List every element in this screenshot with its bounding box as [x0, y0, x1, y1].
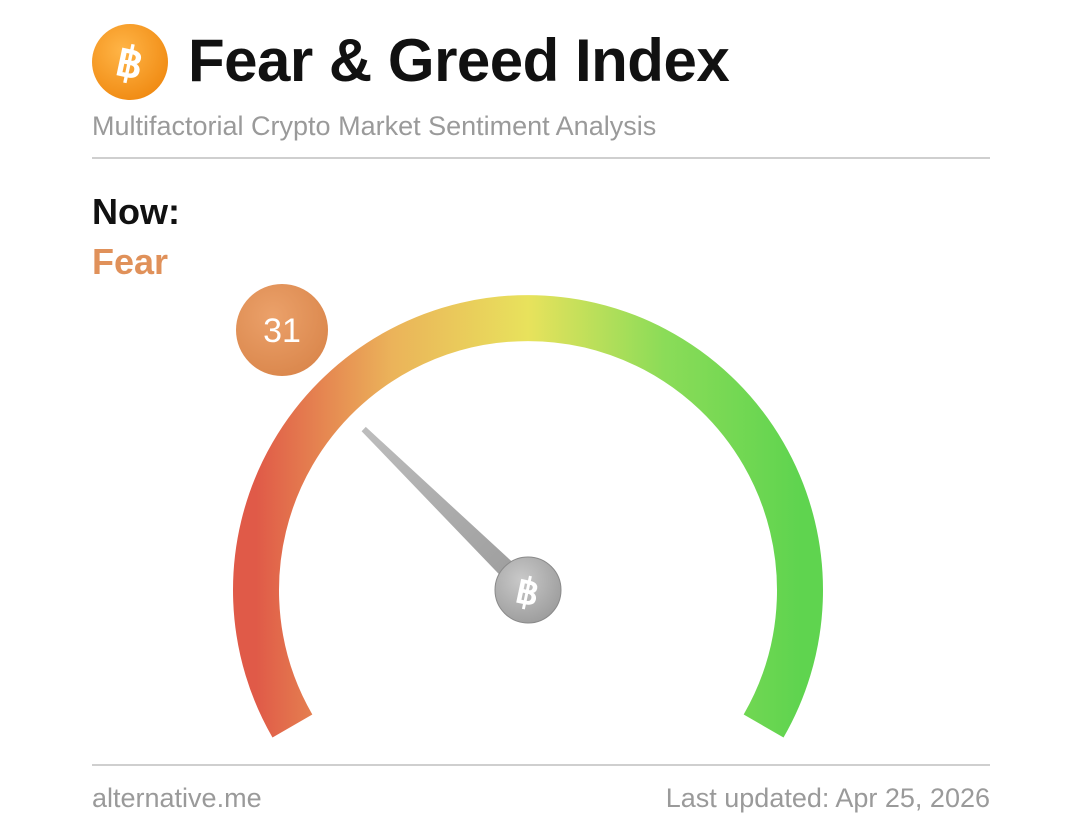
page-title: Fear & Greed Index: [188, 27, 730, 94]
value-badge: 31: [236, 284, 328, 376]
now-label: Now:: [92, 191, 180, 232]
bitcoin-logo-icon: ฿: [92, 24, 168, 100]
header-divider: [92, 157, 990, 159]
sentiment-classification: Fear: [92, 241, 169, 282]
gauge-hub: ฿: [494, 556, 562, 624]
index-value: 31: [263, 312, 301, 350]
source-link[interactable]: alternative.me: [92, 783, 262, 813]
gauge-arc: [233, 295, 823, 738]
last-updated: Last updated: Apr 25, 2026: [665, 783, 990, 813]
gauge-needle: [361, 426, 535, 598]
page-subtitle: Multifactorial Crypto Market Sentiment A…: [92, 111, 657, 141]
footer-divider: [92, 764, 990, 766]
